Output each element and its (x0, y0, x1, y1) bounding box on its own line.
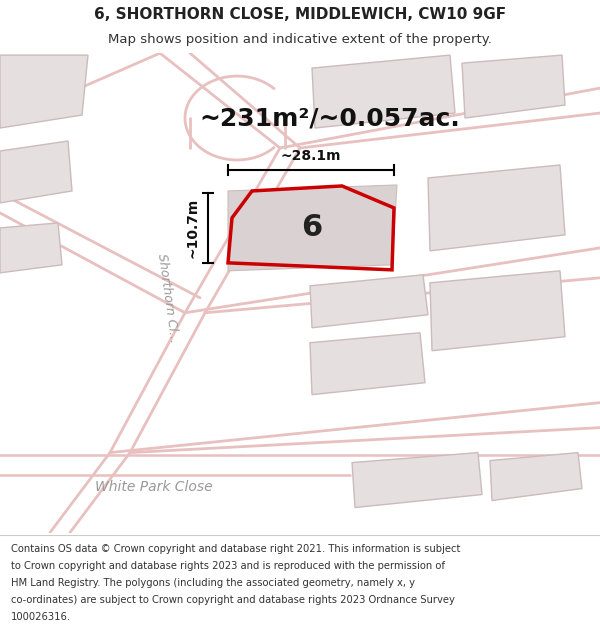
Polygon shape (0, 141, 72, 203)
Text: 6: 6 (301, 213, 323, 243)
Text: HM Land Registry. The polygons (including the associated geometry, namely x, y: HM Land Registry. The polygons (includin… (11, 578, 415, 588)
Polygon shape (352, 452, 482, 508)
Polygon shape (430, 271, 565, 351)
Text: Shorthorn Cl...: Shorthorn Cl... (155, 253, 181, 343)
Polygon shape (490, 452, 582, 501)
Text: co-ordinates) are subject to Crown copyright and database rights 2023 Ordnance S: co-ordinates) are subject to Crown copyr… (11, 595, 455, 605)
Polygon shape (312, 55, 455, 128)
Text: 6, SHORTHORN CLOSE, MIDDLEWICH, CW10 9GF: 6, SHORTHORN CLOSE, MIDDLEWICH, CW10 9GF (94, 8, 506, 22)
Text: to Crown copyright and database rights 2023 and is reproduced with the permissio: to Crown copyright and database rights 2… (11, 561, 445, 571)
Polygon shape (0, 223, 62, 273)
Text: ~28.1m: ~28.1m (281, 149, 341, 163)
Polygon shape (310, 275, 428, 328)
Polygon shape (0, 55, 88, 128)
Text: ~10.7m: ~10.7m (186, 198, 200, 258)
Text: ~231m²/~0.057ac.: ~231m²/~0.057ac. (200, 106, 460, 130)
Text: Map shows position and indicative extent of the property.: Map shows position and indicative extent… (108, 33, 492, 46)
Text: 100026316.: 100026316. (11, 612, 71, 622)
Text: Contains OS data © Crown copyright and database right 2021. This information is : Contains OS data © Crown copyright and d… (11, 544, 460, 554)
Polygon shape (228, 185, 397, 271)
Polygon shape (310, 332, 425, 394)
Text: White Park Close: White Park Close (95, 479, 212, 494)
Polygon shape (428, 165, 565, 251)
Polygon shape (462, 55, 565, 118)
